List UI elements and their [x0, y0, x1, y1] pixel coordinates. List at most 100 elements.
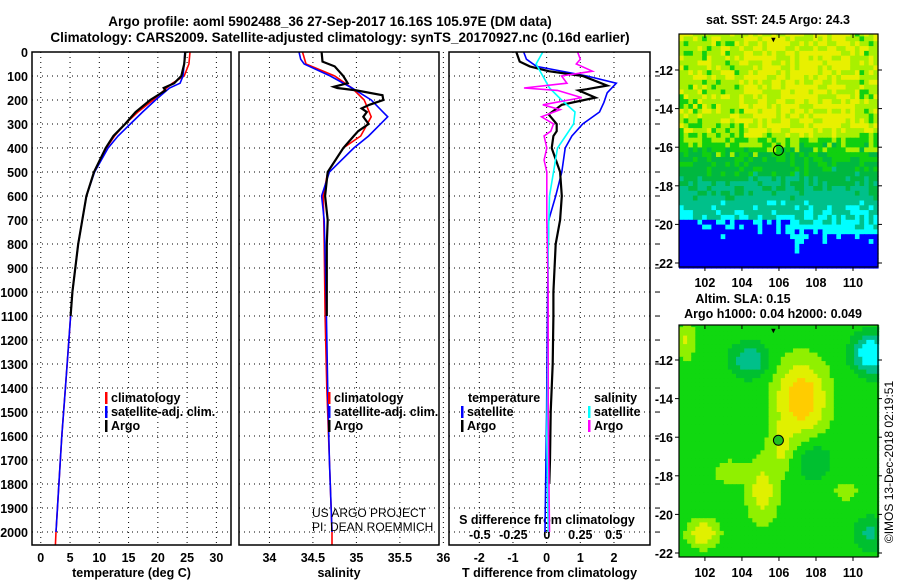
map-cell	[870, 412, 875, 417]
map-cell	[769, 497, 774, 502]
map-cell	[753, 234, 758, 239]
map-cell	[801, 433, 806, 438]
map-cell	[716, 331, 721, 336]
map-cell	[699, 472, 704, 477]
map-cell	[799, 109, 804, 114]
map-cell	[703, 404, 708, 409]
map-cell	[695, 484, 700, 489]
map-cell	[789, 353, 794, 358]
map-cell	[684, 249, 689, 254]
map-cell	[772, 254, 777, 259]
map-cell	[744, 46, 749, 51]
map-cell	[864, 201, 869, 206]
map-cell	[736, 442, 741, 447]
map-cell	[707, 152, 712, 157]
map-cell	[836, 56, 841, 61]
map-cell	[842, 501, 847, 506]
map-cell	[716, 522, 721, 527]
map-cell	[740, 382, 745, 387]
map-cell	[826, 467, 831, 472]
map-cell	[744, 514, 749, 519]
map-cell	[716, 75, 721, 80]
map-cell	[804, 70, 809, 75]
map-cell	[850, 94, 855, 99]
map-cell	[795, 36, 800, 41]
map-cell	[838, 412, 843, 417]
map-cell	[781, 234, 786, 239]
map-cell	[864, 196, 869, 201]
map-cell	[789, 408, 794, 413]
map-cell	[769, 463, 774, 468]
map-cell	[864, 229, 869, 234]
map-cell	[855, 186, 860, 191]
map-cell	[838, 378, 843, 383]
map-cell	[736, 399, 741, 404]
map-cell	[744, 201, 749, 206]
map-cell	[698, 215, 703, 220]
depth-tick-label: 300	[7, 118, 28, 132]
map-cell	[739, 46, 744, 51]
map-cell	[785, 51, 790, 56]
map-cell	[716, 378, 721, 383]
map-cell	[687, 514, 692, 519]
map-cell	[753, 239, 758, 244]
map-cell	[767, 94, 772, 99]
map-cell	[762, 85, 767, 90]
map-cell	[846, 133, 851, 138]
map-cell	[773, 391, 778, 396]
map-cell	[687, 429, 692, 434]
map-cell	[683, 336, 688, 341]
map-cell	[725, 225, 730, 230]
map-cell	[809, 391, 814, 396]
map-cell	[850, 399, 855, 404]
map-cell	[736, 357, 741, 362]
map-cell	[805, 484, 810, 489]
map-cell	[752, 412, 757, 417]
map-cell	[834, 518, 839, 523]
map-cell	[721, 70, 726, 75]
legend-swatch	[588, 420, 591, 432]
map-cell	[854, 442, 859, 447]
map-cell	[854, 484, 859, 489]
map-cell	[850, 455, 855, 460]
map-cell	[702, 249, 707, 254]
map-cell	[850, 258, 855, 263]
map-cell	[744, 544, 749, 549]
map-cell	[809, 147, 814, 152]
map-cell	[822, 370, 827, 375]
map-cell	[870, 463, 875, 468]
map-cell	[758, 61, 763, 66]
map-cell	[736, 531, 741, 536]
map-cell	[818, 421, 823, 426]
map-cell	[712, 531, 717, 536]
map-cell	[688, 123, 693, 128]
map-cell	[827, 249, 832, 254]
map-cell	[846, 544, 851, 549]
map-cell	[679, 172, 684, 177]
map-cell	[765, 518, 770, 523]
map-cell	[753, 220, 758, 225]
map-cell	[860, 133, 865, 138]
map-cell	[712, 544, 717, 549]
map-cell	[753, 90, 758, 95]
map-cell	[740, 535, 745, 540]
map-cell	[767, 157, 772, 162]
map-cell	[822, 331, 827, 336]
map-cell	[790, 61, 795, 66]
map-cell	[732, 331, 737, 336]
map-cell	[687, 433, 692, 438]
map-cell	[707, 61, 712, 66]
map-cell	[679, 425, 684, 430]
map-cell	[732, 459, 737, 464]
map-cell	[813, 344, 818, 349]
map-cell	[684, 143, 689, 148]
map-cell	[716, 467, 721, 472]
map-cell	[809, 172, 814, 177]
map-cell	[836, 157, 841, 162]
map-cell	[753, 225, 758, 230]
map-cell	[860, 239, 865, 244]
map-cell	[797, 433, 802, 438]
map-cell	[758, 244, 763, 249]
map-cell	[809, 446, 814, 451]
map-cell	[748, 399, 753, 404]
